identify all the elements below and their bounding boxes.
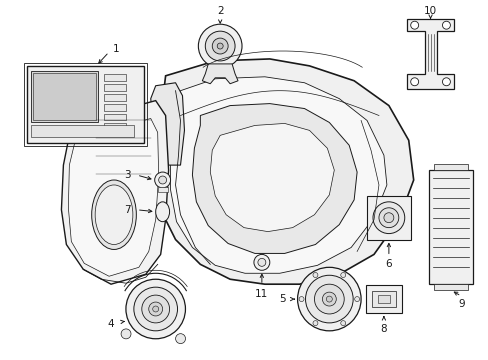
Circle shape	[299, 297, 304, 302]
Bar	[377, 295, 389, 303]
Text: 5: 5	[279, 294, 285, 304]
Circle shape	[322, 292, 336, 306]
Circle shape	[325, 296, 332, 302]
Circle shape	[305, 275, 352, 323]
Circle shape	[115, 130, 121, 136]
Circle shape	[127, 130, 133, 136]
Circle shape	[142, 295, 169, 323]
Bar	[31, 125, 134, 137]
Bar	[433, 164, 468, 170]
Bar	[104, 123, 126, 130]
Circle shape	[383, 213, 393, 223]
Circle shape	[148, 302, 163, 316]
Circle shape	[217, 43, 223, 49]
Circle shape	[103, 130, 109, 136]
Circle shape	[312, 321, 317, 325]
Ellipse shape	[155, 202, 169, 222]
Circle shape	[340, 321, 345, 325]
Circle shape	[410, 78, 418, 86]
Circle shape	[372, 202, 404, 234]
Polygon shape	[68, 118, 158, 276]
Bar	[427, 170, 472, 284]
Circle shape	[257, 258, 265, 266]
Bar	[33, 73, 96, 121]
Circle shape	[126, 279, 185, 339]
Text: 7: 7	[124, 205, 131, 215]
Circle shape	[154, 172, 170, 188]
Circle shape	[198, 24, 242, 68]
Text: 1: 1	[112, 44, 119, 54]
Bar	[366, 196, 410, 239]
Bar	[104, 113, 126, 121]
Text: 8: 8	[380, 324, 386, 334]
Polygon shape	[202, 64, 238, 84]
Circle shape	[378, 208, 398, 228]
Polygon shape	[406, 19, 453, 89]
Polygon shape	[150, 83, 184, 165]
Text: 4: 4	[107, 319, 114, 329]
Bar	[371, 291, 395, 307]
Circle shape	[297, 267, 360, 331]
Circle shape	[442, 78, 449, 86]
Circle shape	[340, 273, 345, 278]
Polygon shape	[192, 104, 356, 253]
Text: 2: 2	[217, 6, 223, 16]
Bar	[104, 74, 126, 81]
Circle shape	[175, 334, 185, 343]
Bar	[104, 104, 126, 111]
Circle shape	[158, 176, 166, 184]
Circle shape	[442, 21, 449, 29]
Ellipse shape	[95, 185, 133, 244]
Circle shape	[205, 31, 235, 61]
Circle shape	[253, 255, 269, 270]
Text: 10: 10	[423, 6, 436, 16]
Circle shape	[410, 21, 418, 29]
Polygon shape	[155, 59, 413, 284]
Bar	[433, 284, 468, 290]
Bar	[31, 71, 98, 122]
Bar	[157, 187, 167, 192]
Text: 9: 9	[457, 299, 464, 309]
Circle shape	[134, 287, 177, 331]
Text: 6: 6	[385, 259, 391, 269]
Circle shape	[212, 38, 228, 54]
Bar	[27, 66, 143, 143]
Ellipse shape	[92, 180, 136, 249]
Polygon shape	[170, 77, 386, 273]
Bar	[366, 285, 401, 313]
Bar	[104, 94, 126, 100]
Circle shape	[121, 329, 131, 339]
Circle shape	[152, 306, 158, 312]
Text: 11: 11	[255, 289, 268, 299]
Bar	[24, 63, 146, 146]
Polygon shape	[61, 100, 168, 284]
Text: 3: 3	[124, 170, 131, 180]
Polygon shape	[210, 123, 334, 231]
Circle shape	[314, 284, 344, 314]
Circle shape	[354, 297, 359, 302]
Circle shape	[312, 273, 317, 278]
Bar	[104, 84, 126, 91]
